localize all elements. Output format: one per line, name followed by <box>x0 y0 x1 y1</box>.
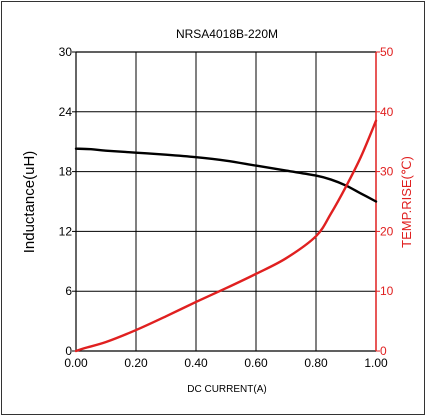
x-tick-label: 0.60 <box>244 356 268 370</box>
inductance-curve <box>74 147 378 203</box>
x-tick-label: 1.00 <box>364 356 388 370</box>
y-tick-label: 24 <box>59 105 73 119</box>
y2-tick-label: 30 <box>380 165 394 179</box>
y2-tick-label: 10 <box>380 284 394 298</box>
y-tick-label: 6 <box>65 284 72 298</box>
x-tick-label: 0.00 <box>64 356 88 370</box>
y2-tick-label: 50 <box>380 45 394 59</box>
y-tick-label: 30 <box>59 45 73 59</box>
y2-tick-label: 0 <box>380 344 387 358</box>
y-tick-label: 0 <box>65 344 72 358</box>
x-axis-label: DC CURRENT(A) <box>187 384 266 395</box>
y2-axis-label: TEMP.RISE(℃) <box>399 156 414 248</box>
axes <box>72 51 380 352</box>
series-layer <box>74 119 378 353</box>
chart-title: NRSA4018B-220M <box>176 27 278 41</box>
x-tick-label: 0.40 <box>184 356 208 370</box>
y2-tick-label: 40 <box>380 105 394 119</box>
y2-tick-label: 20 <box>380 224 394 238</box>
x-tick-label: 0.80 <box>304 356 328 370</box>
labels-layer: NRSA4018B-220M DC CURRENT(A) Inductance(… <box>21 27 414 395</box>
y-axis-label: Inductance(uH) <box>21 151 38 254</box>
temp_rise-curve <box>74 119 378 353</box>
grid <box>75 51 377 352</box>
y-tick-label: 12 <box>59 224 73 238</box>
y-tick-label: 18 <box>59 165 73 179</box>
x-tick-label: 0.20 <box>124 356 148 370</box>
